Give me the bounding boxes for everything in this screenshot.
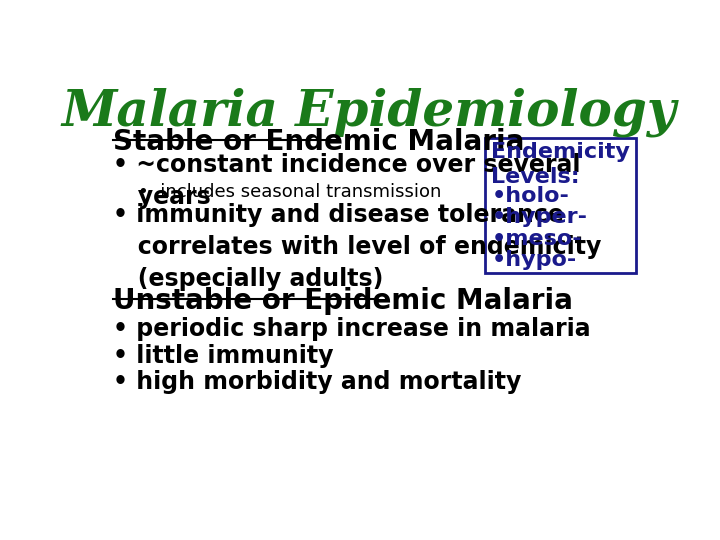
Text: •hyper-: •hyper- <box>492 207 588 227</box>
Text: • ~constant incidence over several
   years: • ~constant incidence over several years <box>113 153 581 209</box>
Text: Unstable or Epidemic Malaria: Unstable or Epidemic Malaria <box>113 287 573 315</box>
Text: Endemicity
Levels:: Endemicity Levels: <box>492 142 630 187</box>
Text: • little immunity: • little immunity <box>113 343 334 368</box>
Text: Malaria Epidemiology: Malaria Epidemiology <box>62 88 676 137</box>
Text: •  includes seasonal transmission: • includes seasonal transmission <box>138 183 441 201</box>
FancyBboxPatch shape <box>485 138 636 273</box>
Text: • immunity and disease tolerance
   correlates with level of endemicity
   (espe: • immunity and disease tolerance correla… <box>113 204 602 291</box>
Text: •hypo-: •hypo- <box>492 251 577 271</box>
Text: •holo-: •holo- <box>492 186 570 206</box>
Text: • high morbidity and mortality: • high morbidity and mortality <box>113 370 521 394</box>
Text: • periodic sharp increase in malaria: • periodic sharp increase in malaria <box>113 318 591 341</box>
Text: •meso-: •meso- <box>492 229 582 249</box>
Text: Stable or Endemic Malaria: Stable or Endemic Malaria <box>113 128 525 156</box>
